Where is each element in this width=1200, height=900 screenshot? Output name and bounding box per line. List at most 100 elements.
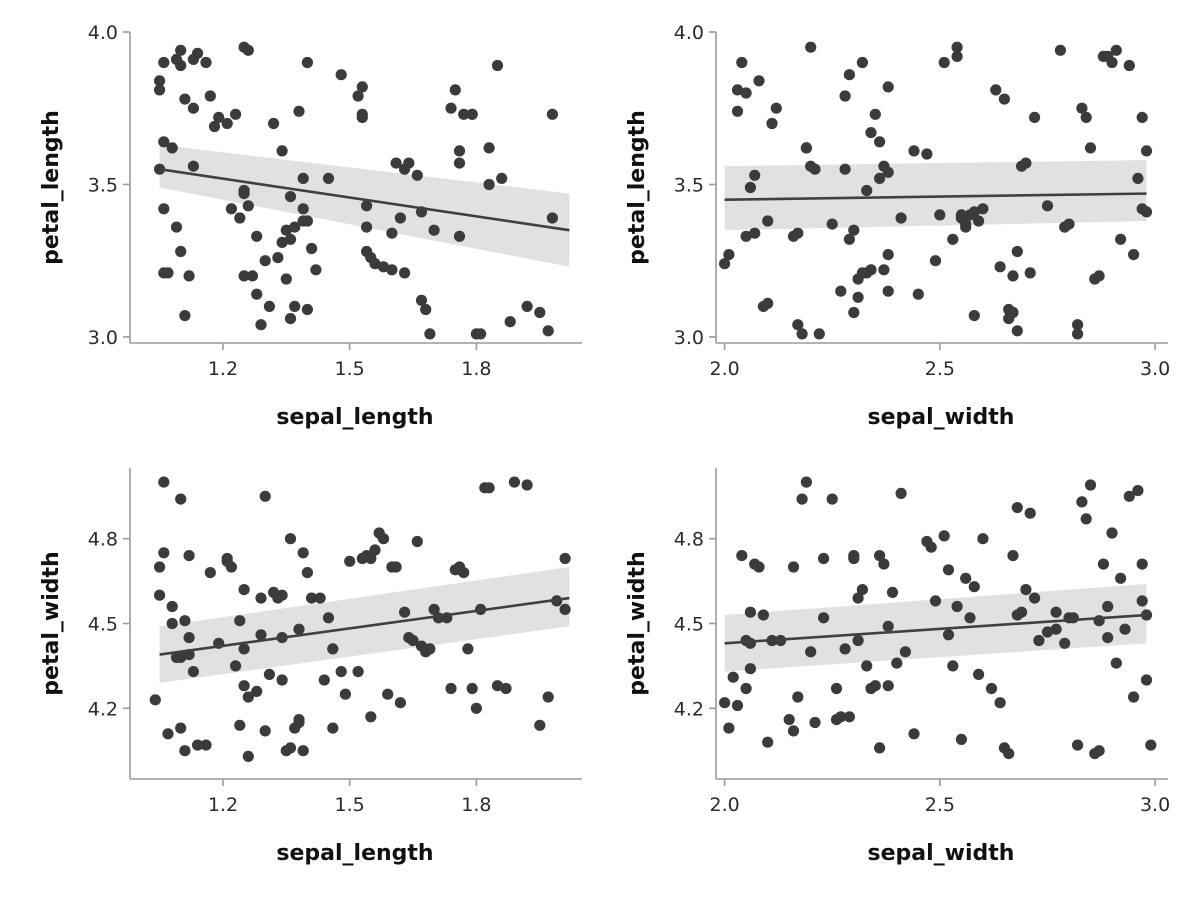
- data-point: [973, 668, 985, 681]
- data-point: [289, 221, 301, 233]
- data-point: [208, 120, 221, 133]
- panel-sepal-width-vs-petal-width: 2.0 2.5 3.0 4.2 4.5 4.8 sepal_width petal_width: [625, 468, 1170, 866]
- data-point: [424, 643, 436, 655]
- data-point: [369, 258, 381, 270]
- data-point: [310, 264, 322, 276]
- data-point: [284, 313, 297, 325]
- data-point: [154, 84, 166, 96]
- data-point: [1140, 206, 1153, 218]
- data-point: [179, 615, 191, 627]
- data-point: [234, 719, 246, 731]
- data-point: [1076, 496, 1088, 508]
- data-point: [938, 56, 950, 69]
- data-point: [960, 221, 972, 233]
- data-point: [723, 249, 735, 261]
- data-point: [719, 697, 731, 709]
- data-point: [1076, 102, 1088, 114]
- data-point: [839, 163, 851, 175]
- data-point: [192, 739, 204, 751]
- data-point: [1007, 270, 1019, 282]
- data-point: [731, 699, 744, 712]
- data-point: [753, 561, 765, 573]
- data-point: [483, 178, 495, 191]
- data-point: [166, 617, 178, 630]
- data-point: [960, 572, 972, 584]
- data-point: [255, 319, 267, 331]
- data-point: [500, 682, 512, 695]
- data-point: [749, 169, 761, 181]
- x-axis-label: sepal_width: [868, 405, 1015, 430]
- data-point: [912, 288, 924, 300]
- data-point: [251, 685, 263, 698]
- regression-line: [724, 192, 1147, 201]
- data-point: [470, 702, 482, 714]
- regression-line: [724, 613, 1147, 645]
- data-point: [895, 212, 907, 224]
- data-point: [1080, 513, 1092, 525]
- data-point: [504, 316, 516, 328]
- data-point: [1132, 172, 1144, 184]
- data-point: [407, 634, 419, 647]
- data-point: [356, 108, 368, 120]
- data-point: [542, 325, 554, 337]
- data-point: [1128, 249, 1140, 261]
- data-point: [951, 41, 963, 53]
- data-point: [166, 142, 178, 154]
- data-point: [994, 697, 1006, 709]
- data-point: [183, 632, 195, 644]
- data-point: [521, 479, 533, 491]
- data-point: [238, 584, 250, 596]
- data-point: [344, 555, 356, 567]
- data-point: [1106, 56, 1118, 69]
- x-axis-label: sepal_length: [276, 841, 433, 866]
- data-point: [276, 145, 288, 157]
- data-point: [361, 221, 373, 233]
- data-point: [386, 264, 398, 276]
- data-point: [744, 606, 757, 618]
- data-point: [170, 651, 183, 664]
- data-point: [424, 328, 436, 340]
- y-axis-label: petal_length: [625, 110, 650, 265]
- data-point: [259, 255, 271, 267]
- data-point: [175, 493, 187, 505]
- data-point: [394, 212, 406, 224]
- data-point: [835, 285, 847, 297]
- data-point: [985, 682, 998, 695]
- data-point: [891, 657, 903, 669]
- data-point: [994, 261, 1006, 273]
- data-point: [830, 714, 843, 726]
- data-point: [365, 552, 377, 565]
- data-point: [314, 592, 326, 604]
- data-point: [546, 108, 559, 120]
- y-tick-label: 3.0: [88, 327, 118, 349]
- data-point: [848, 224, 860, 236]
- data-point: [242, 691, 254, 703]
- data-point: [1029, 592, 1041, 604]
- data-point: [1136, 558, 1148, 570]
- data-point: [921, 148, 933, 160]
- data-point: [1011, 502, 1023, 514]
- confidence-band: [724, 583, 1147, 672]
- data-point: [491, 680, 504, 692]
- data-point: [951, 50, 963, 63]
- data-point: [1093, 745, 1105, 757]
- x-axis-label: sepal_length: [276, 405, 433, 430]
- data-point: [242, 750, 254, 763]
- data-point: [445, 682, 457, 695]
- data-point: [466, 108, 478, 120]
- data-point: [848, 306, 860, 319]
- data-point: [1132, 485, 1144, 497]
- data-point: [187, 666, 199, 678]
- data-point: [1136, 111, 1148, 123]
- data-point: [255, 629, 267, 641]
- data-point: [856, 584, 869, 596]
- data-point: [749, 227, 761, 239]
- x-tick-label: 3.0: [1140, 794, 1170, 816]
- data-point: [542, 691, 554, 703]
- data-point: [792, 227, 804, 239]
- y-axis-label: petal_width: [625, 551, 650, 695]
- data-point: [762, 297, 774, 309]
- data-point: [183, 550, 195, 562]
- data-point: [369, 544, 381, 556]
